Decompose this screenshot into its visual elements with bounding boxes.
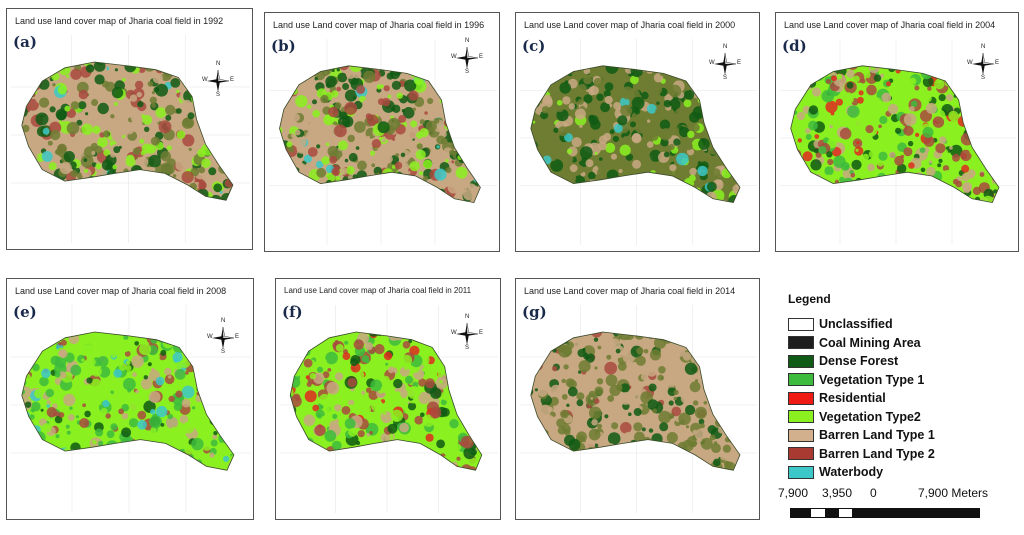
legend-swatch [788,447,814,460]
legend-item: Vegetation Type 1 [788,372,924,388]
legend-swatch [788,410,814,423]
legend-label: Coal Mining Area [819,335,921,350]
panel-label: (b) [271,37,296,55]
legend-swatch [788,317,814,331]
map-panel-2004: Land use Land cover map of Jharia coal f… [775,12,1019,252]
legend-swatch [788,428,814,442]
legend-item: Waterbody [788,464,883,480]
legend-label: Vegetation Type 1 [819,372,925,387]
legend-item: Residential [788,390,886,406]
map-title: Land use land cover map of Jharia coal f… [15,16,224,26]
map-panel-2014: Land use Land cover map of Jharia coal f… [515,278,760,520]
legend-label: Dense Forest [819,354,899,368]
scale-label-7900: 7,900 [778,486,809,500]
map-title: Land use Land cover map of Jharia coal f… [284,286,472,295]
scale-label-0: 0 [870,486,877,500]
legend-item: Barren Land Type 2 [788,446,935,462]
legend-label: Residential [819,391,886,405]
legend: Legend Unclassified Coal Mining Area Dense… [778,288,988,498]
panel-label: (d) [782,37,807,55]
land-cover-map [269,39,497,245]
legend-item: Dense Forest [788,353,898,369]
panel-label: (e) [13,303,37,321]
map-panel-1992: Land use land cover map of Jharia coal f… [6,8,253,250]
legend-label: Barren Land Type 2 [819,446,935,461]
legend-item: Unclassified [788,316,893,332]
scale-bar: 7,900 3,950 0 7,900 Meters [778,486,1018,526]
scale-label-3950: 3,950 [822,486,853,500]
legend-label: Barren Land Type 1 [819,428,935,442]
map-title: Land use Land cover map of Jharia coal f… [273,20,485,30]
map-panel-2000: Land use Land cover map of Jharia coal f… [515,12,760,252]
map-panel-1996: Land use Land cover map of Jharia coal f… [264,12,500,252]
map-title: Land use Land cover map of Jharia coal f… [784,20,996,30]
land-cover-map [11,35,250,243]
legend-label: Unclassified [819,317,893,331]
scale-label-meters: 7,900 Meters [918,486,989,500]
legend-item: Coal Mining Area [788,335,921,351]
panel-label: (c) [522,37,546,55]
legend-swatch [788,465,814,479]
scale-bar-graphic [790,508,980,518]
land-cover-map [11,305,251,513]
land-cover-map [780,39,1016,245]
map-title: Land use Land cover map of Jharia coal f… [524,20,736,30]
legend-item: Barren Land Type 1 [788,427,935,443]
legend-swatch [788,336,814,349]
panel-label: (g) [522,303,547,321]
map-panel-2008: Land use Land cover map of Jharia coal f… [6,278,254,520]
legend-title: Legend [788,292,831,306]
panel-label: (f) [282,303,303,321]
map-panel-2011: Land use Land cover map of Jharia coal f… [275,278,501,520]
legend-swatch [788,354,814,368]
legend-item: Vegetation Type2 [788,409,921,425]
legend-swatch [788,391,814,405]
land-cover-map [520,39,757,245]
legend-label: Waterbody [819,465,884,479]
panel-label: (a) [13,33,37,51]
legend-swatch [788,373,814,386]
map-title: Land use Land cover map of Jharia coal f… [524,286,736,296]
legend-label: Vegetation Type2 [819,409,921,424]
land-cover-map [280,305,498,513]
land-cover-map [520,305,757,513]
map-title: Land use Land cover map of Jharia coal f… [15,286,227,296]
